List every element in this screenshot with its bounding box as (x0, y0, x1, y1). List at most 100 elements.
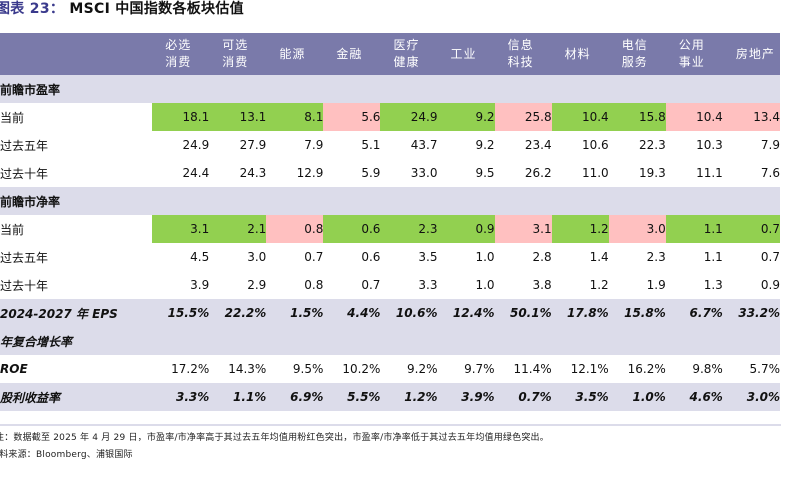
table-cell: 1.1 (703, 250, 723, 264)
table-cell: 10.4 (665, 103, 723, 131)
table-cell: 12.4% (437, 299, 495, 327)
table-cell: 13.4 (722, 103, 780, 131)
table-cell: 0.6 (361, 250, 381, 264)
table-cell: 15.8 (608, 103, 666, 131)
table-cell: 25.8 (494, 103, 552, 131)
table-cell (266, 327, 324, 355)
column-header-line: 服务 (621, 55, 648, 69)
table-cell: 3.0% (722, 383, 780, 411)
table-cell: 3.1 (494, 215, 552, 243)
row-label: 年复合增长率 (0, 327, 153, 355)
table-cell: 24.9 (380, 103, 438, 131)
table-cell: 1.2 (589, 278, 609, 292)
table-cell: 3.8 (532, 278, 552, 292)
table-cell (665, 187, 723, 215)
column-header-line: 公用 (678, 38, 705, 52)
table-cell: 1.5% (266, 299, 324, 327)
table-row: 2024-2027 年 EPS 15.5% 22.2% 1.5% 4.4% 10.6% 12… (0, 299, 780, 327)
row-label: 当前 (0, 222, 25, 237)
table-cell (209, 75, 267, 103)
table-cell: 0.7 (304, 250, 324, 264)
table-cell: 14.3% (209, 355, 267, 383)
column-header-line: 必选 (165, 38, 192, 52)
table-cell: 1.2 (551, 215, 609, 243)
table-cell: 17.8% (551, 299, 609, 327)
table-cell: 24.9 (182, 138, 210, 152)
column-header-line: 房地产 (735, 46, 775, 61)
row-label: 过去十年 (0, 278, 49, 293)
row-label: 股利收益率 (0, 383, 153, 411)
table-cell: 22.3 (639, 138, 666, 152)
table-cell: 1.0 (475, 250, 495, 264)
table-row: 当前 3.1 2.1 0.8 0.6 2.3 0.9 3.1 1.2 3.0 1.1 0.7 (0, 215, 780, 243)
row-label: 过去十年 (0, 166, 49, 181)
table-cell: 0.8 (266, 215, 324, 243)
table-cell: 0.7 (722, 215, 780, 243)
column-header-line: 信息 (507, 38, 534, 52)
table-cell: 26.2 (524, 166, 552, 180)
table-cell (323, 187, 381, 215)
table-cell (722, 327, 780, 355)
table-cell (551, 75, 609, 103)
table-cell: 18.1 (152, 103, 210, 131)
table-row: 年复合增长率 (0, 327, 780, 355)
row-label: 当前 (0, 110, 25, 125)
table-cell: 4.4% (323, 299, 381, 327)
table-cell (722, 75, 780, 103)
table-cell: 2.3 (646, 250, 666, 264)
table-cell: 3.0 (247, 250, 267, 264)
table-cell: 50.1% (494, 299, 552, 327)
table-cell (608, 75, 666, 103)
column-header: 公用 事业 (665, 33, 723, 75)
table-cell (551, 187, 609, 215)
table-cell: 23.4 (524, 138, 552, 152)
table-cell: 1.9 (646, 278, 666, 292)
figure-label: 图表 (0, 1, 25, 17)
table-cell: 2.3 (380, 215, 438, 243)
table-cell (608, 187, 666, 215)
table-cell (494, 75, 552, 103)
table-cell: 5.7% (722, 355, 780, 383)
table-cell (494, 327, 552, 355)
row-label: 2024-2027 年 EPS (0, 299, 153, 327)
table-cell (437, 327, 495, 355)
table-cell: 3.5 (418, 250, 438, 264)
table-cell: 3.3% (152, 383, 210, 411)
table-cell: 6.9% (266, 383, 324, 411)
table-cell (152, 75, 210, 103)
column-header: 材料 (551, 33, 609, 75)
table-cell: 1.3 (703, 278, 723, 292)
table-cell (266, 75, 324, 103)
column-header-line: 材料 (564, 46, 591, 61)
column-header: 医疗 健康 (380, 33, 438, 75)
column-header-line: 电信 (621, 38, 648, 52)
table-cell: 1.1 (665, 215, 723, 243)
table-cell: 7.9 (304, 138, 324, 152)
table-cell (665, 75, 723, 103)
table-cell: 9.2 (475, 138, 495, 152)
column-header: 必选 消费 (152, 33, 210, 75)
table-cell: 2.9 (247, 278, 267, 292)
footnote: 注：数据截至 2025 年 4 月 29 日，市盈率/市净率高于其过去五年均值用… (0, 433, 549, 443)
table-cell: 3.5% (551, 383, 609, 411)
column-header-line: 可选 (222, 38, 249, 52)
table-cell: 4.6% (665, 383, 723, 411)
table-cell: 3.9 (190, 278, 210, 292)
table-cell: 3.0 (608, 215, 666, 243)
table-cell: 5.1 (361, 138, 381, 152)
table-cell: 5.6 (323, 103, 381, 131)
column-header-line: 健康 (393, 55, 420, 69)
table-body: 前瞻市盈率 当前 18.1 13.1 8.1 5.6 24.9 9.2 25.8 10.4 15.8… (0, 75, 780, 411)
table-cell: 0.7 (760, 250, 780, 264)
table-cell (152, 327, 210, 355)
table-cell (266, 187, 324, 215)
table-cell (380, 327, 438, 355)
column-header-line: 医疗 (393, 38, 420, 52)
column-header: 电信 服务 (608, 33, 666, 75)
section-row: 前瞻市净率 (0, 187, 780, 215)
table-cell: 7.6 (760, 166, 780, 180)
table-row: 过去十年 24.4 24.3 12.9 5.9 33.0 9.5 26.2 11.0 19.3 11… (0, 159, 780, 187)
table-cell: 1.0 (475, 278, 495, 292)
table-cell: 11.1 (696, 166, 723, 180)
table-cell: 9.7% (437, 355, 495, 383)
